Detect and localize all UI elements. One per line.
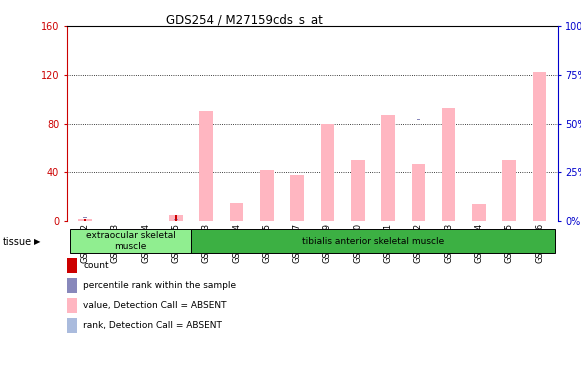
Bar [169,215,183,221]
Bar [229,203,243,221]
Text: value, Detection Call = ABSENT: value, Detection Call = ABSENT [83,301,227,310]
Text: extraocular skeletal
muscle: extraocular skeletal muscle [85,231,175,251]
Bar [260,170,274,221]
FancyBboxPatch shape [191,229,555,253]
Bar [381,115,395,221]
Text: count: count [83,261,109,270]
Bar [84,219,86,221]
Text: tissue: tissue [3,236,32,247]
Bar [411,164,425,221]
Bar [472,204,486,221]
Text: ▶: ▶ [34,237,40,246]
Bar [78,219,92,221]
Bar [442,108,456,221]
Bar [175,215,177,221]
Text: percentile rank within the sample: percentile rank within the sample [83,281,236,290]
Text: tibialis anterior skeletal muscle: tibialis anterior skeletal muscle [302,237,444,246]
Text: rank, Detection Call = ABSENT: rank, Detection Call = ABSENT [83,321,222,330]
Bar [199,111,213,221]
Bar [290,175,304,221]
Bar [503,160,516,221]
FancyBboxPatch shape [70,229,191,253]
Text: GDS254 / M27159cds_s_at: GDS254 / M27159cds_s_at [166,13,322,26]
Bar [321,123,334,221]
Bar [351,160,364,221]
Bar [533,72,546,221]
